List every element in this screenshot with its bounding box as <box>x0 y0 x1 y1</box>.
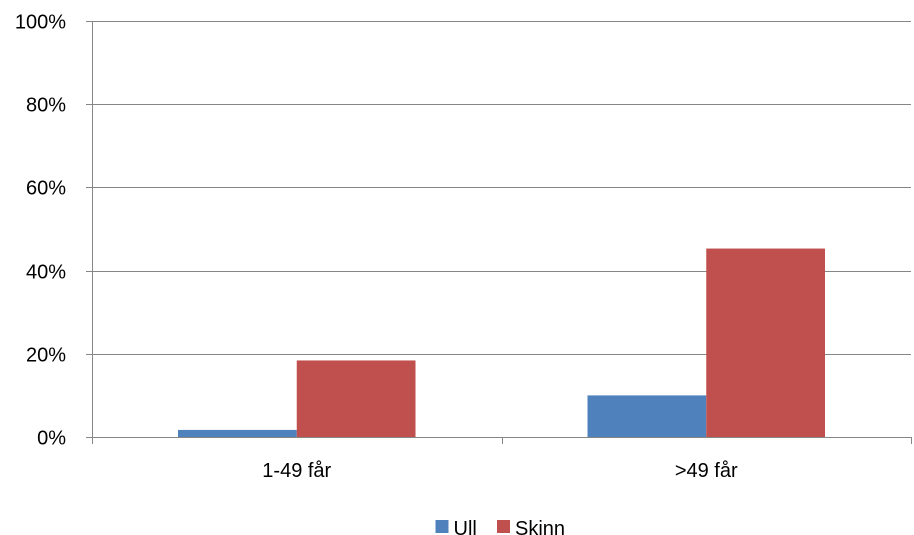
x-tick-label: 1-49 får <box>262 460 331 482</box>
legend-swatch-ull <box>435 520 449 533</box>
x-tick-label: >49 får <box>675 460 738 482</box>
y-tick-label: 0% <box>37 428 66 450</box>
legend-swatch-skinn <box>497 520 510 533</box>
legend-label-skinn: Skinn <box>515 518 565 535</box>
legend-label-ull: Ull <box>454 518 477 535</box>
bar-ull-0 <box>177 429 297 437</box>
x-tick-labels: 1-49 får >49 får <box>262 460 738 482</box>
y-tick-label: 80% <box>26 95 66 117</box>
bar-skinn-1 <box>706 248 826 437</box>
bars <box>177 248 826 437</box>
axes <box>86 21 912 444</box>
y-tick-label: 20% <box>26 345 66 367</box>
y-tick-label: 40% <box>26 262 66 284</box>
bar-ull-1 <box>587 395 707 437</box>
y-tick-label: 60% <box>26 178 66 200</box>
bar-skinn-0 <box>296 360 416 437</box>
y-tick-label: 100% <box>15 12 66 34</box>
legend: Ull Skinn <box>435 518 565 535</box>
y-tick-labels: 0% 20% 40% 60% 80% 100% <box>15 12 66 450</box>
